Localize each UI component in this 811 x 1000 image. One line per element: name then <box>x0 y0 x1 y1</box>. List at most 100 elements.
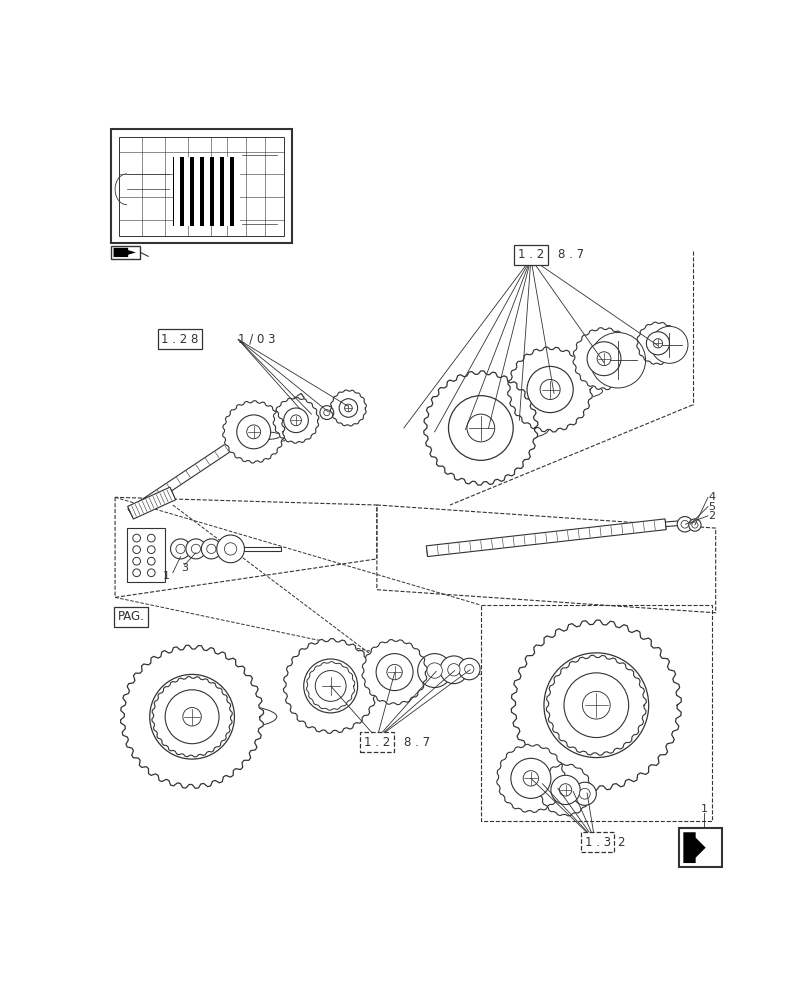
Circle shape <box>201 539 221 559</box>
Circle shape <box>691 522 697 528</box>
FancyBboxPatch shape <box>111 129 292 243</box>
Polygon shape <box>306 662 354 710</box>
Circle shape <box>646 332 668 355</box>
Circle shape <box>458 658 479 680</box>
Circle shape <box>182 708 201 726</box>
Bar <box>234 157 239 226</box>
Circle shape <box>165 690 219 744</box>
Circle shape <box>290 415 301 426</box>
Circle shape <box>148 546 155 554</box>
Circle shape <box>170 539 191 559</box>
Circle shape <box>581 691 609 719</box>
Polygon shape <box>683 832 705 863</box>
Text: 1 . 2: 1 . 2 <box>363 736 389 749</box>
Text: 1 . 3: 1 . 3 <box>584 836 610 849</box>
Text: 8 . 7: 8 . 7 <box>403 736 430 749</box>
Circle shape <box>573 782 595 805</box>
Circle shape <box>133 569 140 577</box>
Polygon shape <box>426 519 665 557</box>
Text: 1 . 2: 1 . 2 <box>517 248 543 261</box>
Polygon shape <box>173 547 281 551</box>
Text: 2: 2 <box>616 836 624 849</box>
Circle shape <box>207 544 216 554</box>
Circle shape <box>564 673 628 738</box>
Circle shape <box>339 399 357 417</box>
Ellipse shape <box>444 418 548 441</box>
FancyBboxPatch shape <box>118 137 284 235</box>
Text: 4: 4 <box>707 492 714 502</box>
Polygon shape <box>636 322 678 364</box>
Polygon shape <box>423 371 537 485</box>
Circle shape <box>427 663 442 678</box>
Polygon shape <box>573 328 634 390</box>
Polygon shape <box>546 655 646 755</box>
Text: 2: 2 <box>707 511 714 521</box>
Circle shape <box>237 415 270 449</box>
Circle shape <box>653 339 662 348</box>
Bar <box>214 157 220 226</box>
Circle shape <box>417 654 451 687</box>
Ellipse shape <box>237 429 293 443</box>
Circle shape <box>543 653 648 758</box>
Polygon shape <box>114 248 135 257</box>
Bar <box>204 157 209 226</box>
Text: PAG.: PAG. <box>118 610 144 623</box>
Text: 8 . 7: 8 . 7 <box>557 248 583 261</box>
Circle shape <box>148 557 155 565</box>
Circle shape <box>133 557 140 565</box>
Circle shape <box>680 520 688 528</box>
Circle shape <box>448 396 513 460</box>
Circle shape <box>539 379 560 400</box>
Circle shape <box>447 664 460 676</box>
Polygon shape <box>539 764 591 816</box>
Circle shape <box>440 656 467 684</box>
FancyBboxPatch shape <box>111 246 140 259</box>
Bar <box>184 157 190 226</box>
Circle shape <box>186 539 206 559</box>
Polygon shape <box>665 520 696 527</box>
Text: 5: 5 <box>707 502 714 512</box>
Text: 1: 1 <box>163 571 170 581</box>
Circle shape <box>303 659 357 713</box>
Circle shape <box>224 543 237 555</box>
Circle shape <box>283 408 308 433</box>
Circle shape <box>148 569 155 577</box>
Bar <box>194 157 200 226</box>
Circle shape <box>590 333 645 388</box>
Circle shape <box>522 771 538 786</box>
Text: 1 . 2 8: 1 . 2 8 <box>161 333 199 346</box>
Circle shape <box>466 414 494 442</box>
Polygon shape <box>507 347 592 432</box>
Bar <box>173 157 238 226</box>
Polygon shape <box>330 390 366 426</box>
Circle shape <box>320 406 333 420</box>
Circle shape <box>176 544 185 554</box>
Circle shape <box>133 546 140 554</box>
Circle shape <box>191 544 200 554</box>
FancyBboxPatch shape <box>127 528 165 582</box>
Circle shape <box>510 758 550 798</box>
Polygon shape <box>362 640 427 705</box>
Text: 1: 1 <box>700 804 706 814</box>
Ellipse shape <box>146 703 277 730</box>
Circle shape <box>579 788 590 799</box>
Circle shape <box>526 366 573 413</box>
Ellipse shape <box>525 383 602 400</box>
Polygon shape <box>496 744 564 812</box>
Circle shape <box>148 534 155 542</box>
Polygon shape <box>127 487 175 519</box>
Circle shape <box>559 784 571 796</box>
Polygon shape <box>272 397 319 443</box>
Text: 3: 3 <box>181 563 187 573</box>
Circle shape <box>324 410 329 416</box>
Circle shape <box>315 671 345 701</box>
Circle shape <box>320 675 341 697</box>
Circle shape <box>676 517 692 532</box>
Polygon shape <box>128 393 306 517</box>
Bar <box>174 157 179 226</box>
Circle shape <box>133 534 140 542</box>
Text: 1 / 0 3: 1 / 0 3 <box>238 333 276 346</box>
Circle shape <box>217 535 244 563</box>
Ellipse shape <box>250 432 281 440</box>
Polygon shape <box>152 677 232 757</box>
